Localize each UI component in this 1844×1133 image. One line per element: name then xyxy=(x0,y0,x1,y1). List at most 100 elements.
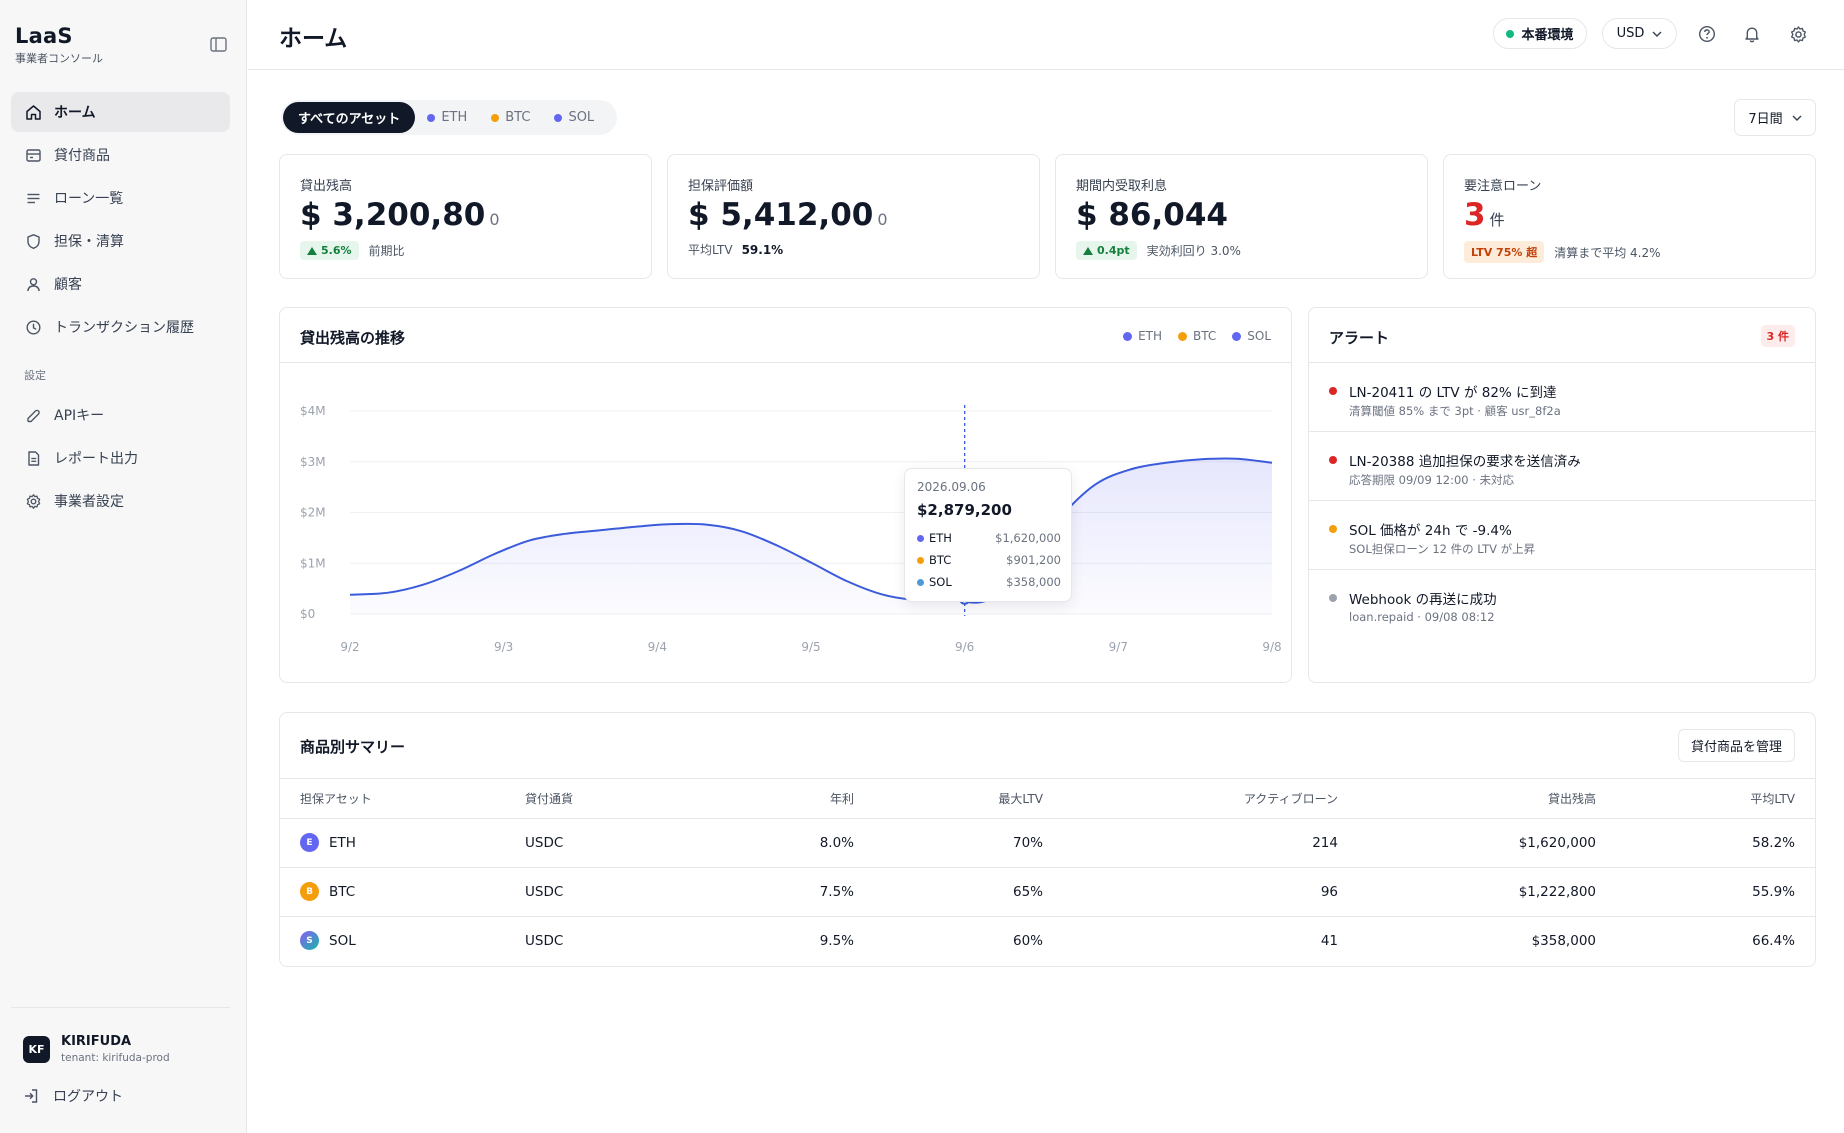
app-title: LaaS xyxy=(15,24,73,48)
tab-label: SOL xyxy=(568,110,595,125)
alert-subtitle: loan.repaid · 09/08 08:12 xyxy=(1349,610,1495,624)
tooltip-row-eth: ETH $1,620,000 xyxy=(917,531,1061,545)
legend-item-eth[interactable]: ETH xyxy=(1123,329,1162,343)
legend-swatch xyxy=(1232,331,1242,341)
eth-dot xyxy=(427,113,436,122)
sidebar-nav: ホーム 貸付商品 ローン一覧 担保・清算 顧客 トランザクション履歴 設定 AP… xyxy=(11,92,230,524)
manage-products-button[interactable]: 貸付商品を管理 xyxy=(1677,729,1795,762)
product-summary-panel: 商品別サマリー 貸付商品を管理 担保アセット 貸付通貨 年利 最大LTV アクテ… xyxy=(279,712,1816,967)
column-header[interactable]: 最大LTV xyxy=(854,779,1043,819)
column-header[interactable]: 貸付通貨 xyxy=(525,779,710,819)
tooltip-date: 2026.09.06 xyxy=(917,480,986,494)
bell-icon[interactable] xyxy=(1742,24,1762,44)
sidebar-item-label: ホーム xyxy=(54,105,96,121)
x-tick-label: 9/8 xyxy=(1262,640,1281,654)
column-header[interactable]: 年利 xyxy=(710,779,854,819)
eth-coin-icon: E xyxy=(300,833,319,852)
tooltip-swatch xyxy=(917,534,924,542)
trend-chart[interactable]: $0 $1M $2M $3M $4M 9/2 9/3 9/4 9/5 9/6 9/7 9/8 xyxy=(280,364,1291,683)
sidebar-item-loans[interactable]: ローン一覧 xyxy=(11,178,230,218)
legend-label: ETH xyxy=(1138,329,1162,343)
table-row[interactable]: B BTC USDC 7.5% 65% 96 $1,222,800 55.9% xyxy=(280,867,1815,917)
chart-tooltip: 2026.09.06 $2,879,200 ETH $1,620,000 BTC $… xyxy=(904,468,1072,602)
sidebar-item-reports[interactable]: レポート出力 xyxy=(11,438,230,478)
tab-all-assets[interactable]: すべてのアセット xyxy=(283,102,416,133)
logout-button[interactable]: ログアウト xyxy=(11,1064,230,1106)
kpi-value-main: $ 3,200,80 xyxy=(300,197,486,233)
tab-eth[interactable]: ETH xyxy=(415,102,479,133)
column-header[interactable]: アクティブローン xyxy=(1043,779,1338,819)
y-tick-label: $1M xyxy=(300,556,326,570)
table-row[interactable]: E ETH USDC 8.0% 70% 214 $1,620,000 58.2% xyxy=(280,818,1815,868)
alert-item[interactable]: LN-20388 追加担保の要求を送信済み 応答期限 09/09 12:00 ·… xyxy=(1309,432,1815,501)
legend-item-sol[interactable]: SOL xyxy=(1232,329,1271,343)
panel-title: 貸出残高の推移 xyxy=(300,329,406,347)
sidebar-item-business-settings[interactable]: 事業者設定 xyxy=(11,481,230,521)
help-icon[interactable] xyxy=(1697,24,1717,44)
sidebar: LaaS 事業者コンソール ホーム 貸付商品 ローン一覧 担保・清算 顧客 トラ… xyxy=(0,0,247,1133)
sidebar-item-label: レポート出力 xyxy=(54,451,138,467)
currency-value: USD xyxy=(1616,26,1645,41)
environment-badge[interactable]: 本番環境 xyxy=(1493,18,1587,49)
series-area xyxy=(350,458,1272,614)
sidebar-item-label: 事業者設定 xyxy=(54,494,124,510)
currency-cell: USDC xyxy=(525,867,710,917)
kpi-unit: 件 xyxy=(1489,211,1505,229)
header: ホーム 本番環境 USD xyxy=(248,0,1844,70)
arrow-up-icon xyxy=(1083,246,1093,255)
brand: LaaS 事業者コンソール xyxy=(15,24,103,66)
column-header[interactable]: 担保アセット xyxy=(280,779,525,819)
tooltip-value: $901,200 xyxy=(1006,553,1061,567)
key-icon xyxy=(24,406,42,424)
legend-item-btc[interactable]: BTC xyxy=(1178,329,1216,343)
currency-cell: USDC xyxy=(525,932,564,949)
sidebar-toggle-icon[interactable] xyxy=(208,34,228,54)
legend-swatch xyxy=(1178,331,1187,341)
sidebar-item-products[interactable]: 貸付商品 xyxy=(11,135,230,175)
sidebar-item-home[interactable]: ホーム xyxy=(11,92,230,132)
column-header[interactable]: 平均LTV xyxy=(1596,779,1815,819)
currency-select[interactable]: USD xyxy=(1602,18,1677,49)
alert-subtitle: 応答期限 09/09 12:00 · 未対応 xyxy=(1349,473,1515,487)
home-icon xyxy=(24,103,42,121)
tab-sol[interactable]: SOL xyxy=(542,102,606,133)
period-select[interactable]: 7日間 xyxy=(1734,99,1816,136)
tab-btc[interactable]: BTC xyxy=(479,102,542,133)
environment-label: 本番環境 xyxy=(1521,28,1574,43)
x-tick-label: 9/6 xyxy=(955,640,974,654)
sidebar-footer: KF KIRIFUDA tenant: kirifuda-prod ログアウト xyxy=(11,1007,230,1106)
kpi-value-main: 3 xyxy=(1464,197,1486,233)
max-ltv-cell: 60% xyxy=(1012,932,1043,949)
severity-dot xyxy=(1329,525,1337,533)
kpi-note: 平均LTV xyxy=(688,243,733,257)
gear-icon xyxy=(24,492,42,510)
sidebar-item-api-keys[interactable]: APIキー xyxy=(11,395,230,435)
tooltip-value: $1,620,000 xyxy=(995,531,1061,545)
alert-item[interactable]: Webhook の再送に成功 loan.repaid · 09/08 08:12 xyxy=(1309,570,1815,639)
settings-section-label: 設定 xyxy=(24,369,46,382)
alert-subtitle: 清算閾値 85% まで 3pt · 顧客 usr_8f2a xyxy=(1349,404,1561,418)
user-profile[interactable]: KF KIRIFUDA tenant: kirifuda-prod xyxy=(11,1008,230,1064)
column-header[interactable]: 貸出残高 xyxy=(1338,779,1596,819)
asset-filter-tabs: すべてのアセット ETH BTC SOL xyxy=(281,100,617,135)
kpi-note: 前期比 xyxy=(368,244,405,258)
alert-item[interactable]: LN-20411 の LTV が 82% に到達 清算閾値 85% まで 3pt… xyxy=(1309,363,1815,432)
sidebar-item-label: 顧客 xyxy=(54,277,82,293)
severity-dot xyxy=(1329,456,1337,464)
alert-item[interactable]: SOL 価格が 24h で -9.4% SOL担保ローン 12 件の LTV が… xyxy=(1309,501,1815,570)
sidebar-item-customers[interactable]: 顧客 xyxy=(11,264,230,304)
asset-name: ETH xyxy=(329,834,356,851)
avg-ltv-cell: 58.2% xyxy=(1596,818,1815,868)
table-row[interactable]: S SOL USDC 9.5% 60% 41 $358,000 66.4% xyxy=(280,916,1815,965)
sidebar-item-collateral[interactable]: 担保・清算 xyxy=(11,221,230,261)
asset-name: SOL xyxy=(329,932,356,949)
kpi-value: $ 86,044 xyxy=(1076,197,1228,233)
settings-gear-icon[interactable] xyxy=(1788,24,1808,44)
btc-dot xyxy=(491,113,500,122)
alert-title: Webhook の再送に成功 xyxy=(1349,592,1497,608)
sidebar-item-transactions[interactable]: トランザクション履歴 xyxy=(11,307,230,347)
balance-cell: $1,222,800 xyxy=(1338,867,1596,917)
sidebar-item-label: トランザクション履歴 xyxy=(54,320,194,336)
alert-title: LN-20388 追加担保の要求を送信済み xyxy=(1349,454,1581,470)
